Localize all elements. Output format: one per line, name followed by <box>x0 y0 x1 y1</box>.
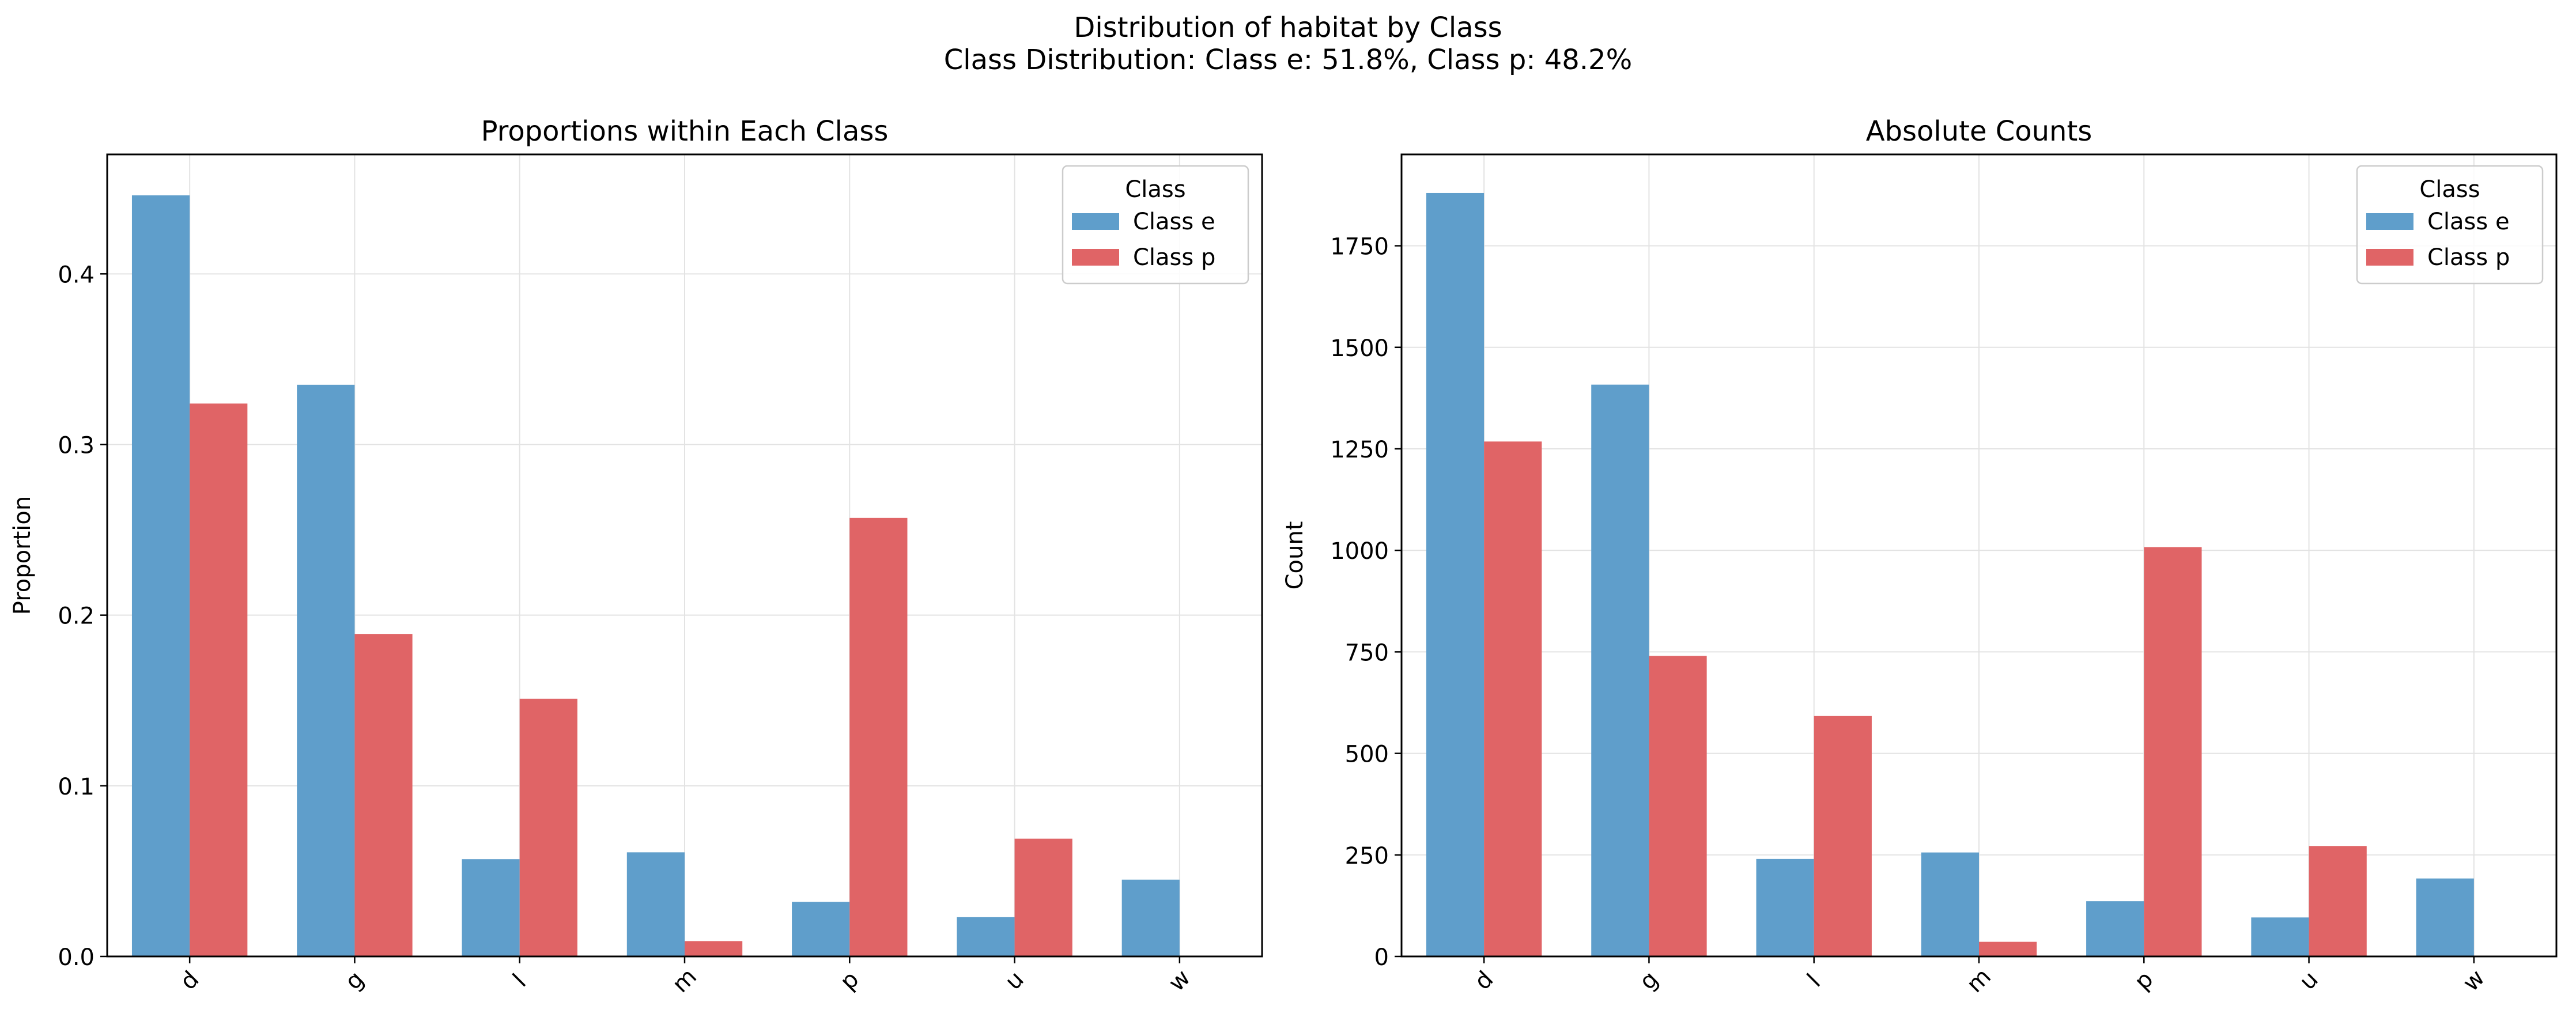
figure-subtitle: Class Distribution: Class e: 51.8%, Clas… <box>943 44 1633 76</box>
legend-swatch-class-e <box>1072 213 1119 230</box>
x-tick-label: g <box>340 966 369 995</box>
bar-class-e-l <box>462 859 520 956</box>
x-tick-label: u <box>2294 966 2323 995</box>
y-tick-label: 0.0 <box>58 944 95 971</box>
x-tick-label: l <box>1803 969 1826 992</box>
bar-class-e-u <box>957 917 1015 956</box>
y-tick-label: 0.4 <box>58 262 95 288</box>
chart-proportions: 0.0 0.1 0.2 0.3 0.4 d g l m p u w Proportions within… <box>9 115 1263 998</box>
bar-class-e-p <box>792 902 850 956</box>
chart-absolute-counts: 0 250 500 750 1000 1250 1500 1750 d g l m p u w Absolut… <box>1282 115 2558 998</box>
x-tick-label: d <box>175 966 204 995</box>
y-axis-label: Count <box>1282 521 1308 590</box>
bar-class-p-m <box>685 941 743 956</box>
x-tick-label: p <box>835 966 864 995</box>
bar-class-p-u <box>2309 846 2367 956</box>
bar-class-e-p <box>2086 901 2144 956</box>
bar-class-e-m <box>626 852 685 956</box>
x-tick-label: m <box>1962 963 1996 998</box>
bar-class-p-d <box>1484 441 1542 956</box>
bar-class-e-g <box>1591 384 1649 956</box>
figure-suptitle: Distribution of habitat by Class <box>1074 12 1502 44</box>
legend-label-class-e: Class e <box>2427 209 2510 235</box>
bar-class-e-d <box>131 195 190 957</box>
y-tick-label: 0 <box>1374 944 1389 971</box>
bar-class-p-u <box>1014 838 1072 956</box>
x-tick-label: d <box>1470 966 1498 995</box>
chart-title: Proportions within Each Class <box>481 115 889 147</box>
legend-swatch-class-p <box>1072 249 1119 266</box>
bar-class-e-l <box>1756 858 1814 956</box>
bar-class-p-p <box>849 517 908 956</box>
y-tick-label: 1250 <box>1330 437 1389 463</box>
bar-class-e-m <box>1921 852 1979 956</box>
y-tick-label: 0.2 <box>58 603 95 630</box>
y-tick-label: 1750 <box>1330 234 1389 260</box>
y-tick-label: 250 <box>1345 843 1389 869</box>
legend-label-class-e: Class e <box>1133 209 1215 235</box>
bar-class-e-u <box>2251 917 2309 956</box>
legend: Class Class e Class p <box>2356 165 2544 285</box>
x-tick-label: w <box>2458 965 2490 997</box>
bar-class-e-d <box>1426 192 1485 956</box>
legend-swatch-class-e <box>2366 213 2413 230</box>
x-tick-label: l <box>508 969 531 992</box>
bar-class-e-g <box>297 384 355 956</box>
legend-label-class-p: Class p <box>1133 244 1215 271</box>
bar-class-p-g <box>1649 656 1707 956</box>
legend-title: Class <box>1125 176 1185 203</box>
bar-class-p-l <box>1814 716 1872 956</box>
bar-class-e-w <box>2416 878 2474 956</box>
legend: Class Class e Class p <box>1062 165 1249 285</box>
y-axis-label: Proportion <box>9 496 36 615</box>
legend-title: Class <box>2419 176 2480 203</box>
bar-class-p-m <box>1979 941 2037 956</box>
x-tick-label: g <box>1634 966 1663 995</box>
y-tick-label: 0.3 <box>58 432 95 459</box>
y-tick-label: 1500 <box>1330 335 1389 362</box>
legend-label-class-p: Class p <box>2427 244 2510 271</box>
y-tick-label: 750 <box>1345 640 1389 666</box>
bar-class-p-d <box>190 403 248 956</box>
bar-class-p-g <box>354 634 413 956</box>
bar-class-p-l <box>519 698 577 956</box>
x-tick-label: p <box>2129 966 2158 995</box>
x-tick-label: w <box>1164 965 1196 997</box>
x-tick-label: u <box>1000 966 1029 995</box>
chart-title: Absolute Counts <box>1866 115 2092 147</box>
bar-class-e-w <box>1121 879 1180 956</box>
legend-swatch-class-p <box>2366 249 2413 266</box>
x-tick-label: m <box>667 963 702 998</box>
y-tick-label: 500 <box>1345 742 1389 768</box>
y-tick-label: 0.1 <box>58 774 95 800</box>
bar-class-p-p <box>2144 547 2202 956</box>
y-tick-label: 1000 <box>1330 538 1389 565</box>
